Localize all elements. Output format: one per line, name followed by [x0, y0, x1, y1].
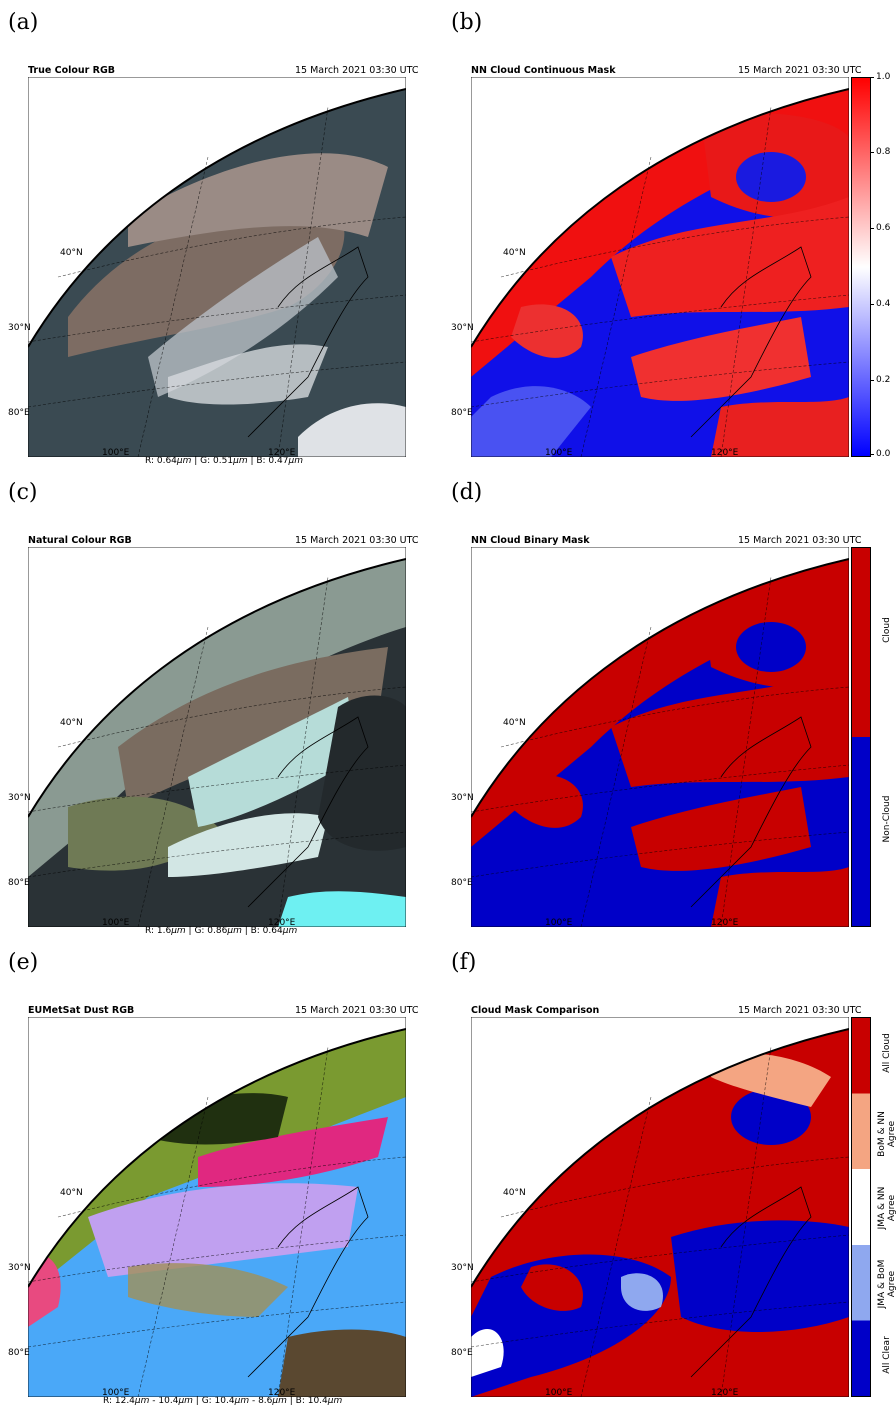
- lat-label-80e: 80°E: [451, 408, 473, 418]
- colorbar-label-bom-nn: BoM & NN Agree: [877, 1104, 896, 1164]
- binary-colorbar: [851, 547, 871, 927]
- lat-label-30n: 30°N: [8, 323, 31, 333]
- panel-title: NN Cloud Continuous Mask: [471, 65, 616, 76]
- panel-title: True Colour RGB: [28, 65, 115, 76]
- lat-label-40n: 40°N: [503, 248, 526, 258]
- lat-label-80e: 80°E: [8, 408, 30, 418]
- panel-letter: (d): [451, 480, 482, 505]
- lon-label-100e: 100°E: [102, 448, 129, 458]
- panel-title: NN Cloud Binary Mask: [471, 535, 590, 546]
- panel-date: 15 March 2021 03:30 UTC: [738, 535, 862, 546]
- panel-title: Cloud Mask Comparison: [471, 1005, 599, 1016]
- lon-label-120e: 120°E: [711, 448, 738, 458]
- panel-title: Natural Colour RGB: [28, 535, 132, 546]
- panel-letter: (e): [8, 950, 38, 975]
- colorbar-label-jma-nn: JMA & NN Agree: [877, 1178, 896, 1238]
- panel-f: (f) Cloud Mask Comparison 15 March 2021 …: [451, 950, 891, 1420]
- panel-letter: (f): [451, 950, 476, 975]
- lon-label-100e: 100°E: [545, 918, 572, 928]
- band-caption: R: 12.4μm - 10.4μm | G: 10.4μm - 8.6μm |…: [103, 1396, 342, 1406]
- lat-label-80e: 80°E: [8, 878, 30, 888]
- lat-label-40n: 40°N: [60, 718, 83, 728]
- colorbar-tick: 0.2: [876, 375, 890, 385]
- panel-date: 15 March 2021 03:30 UTC: [738, 65, 862, 76]
- lon-label-100e: 100°E: [545, 448, 572, 458]
- lon-label-120e: 120°E: [711, 1388, 738, 1398]
- lat-label-30n: 30°N: [8, 1263, 31, 1273]
- panel-letter: (c): [8, 480, 38, 505]
- dust-rgb-map: [28, 1017, 406, 1397]
- colorbar-tick: 0.6: [876, 223, 890, 233]
- continuous-mask-map: [471, 77, 849, 457]
- colorbar-label-all-cloud: All Cloud: [882, 1013, 892, 1093]
- continuous-colorbar: [851, 77, 871, 457]
- true-colour-map: [28, 77, 406, 457]
- lon-label-120e: 120°E: [711, 918, 738, 928]
- panel-a: (a) True Colour RGB 15 March 2021 03:30 …: [8, 10, 448, 480]
- band-caption: R: 1.6μm | G: 0.86μm | B: 0.64μm: [145, 926, 297, 936]
- binary-mask-map: [471, 547, 849, 927]
- colorbar-tick: 0.8: [876, 147, 890, 157]
- lat-label-30n: 30°N: [8, 793, 31, 803]
- lat-label-80e: 80°E: [451, 878, 473, 888]
- panel-b: (b) NN Cloud Continuous Mask 15 March 20…: [451, 10, 891, 480]
- lat-label-40n: 40°N: [60, 1188, 83, 1198]
- natural-colour-map: [28, 547, 406, 927]
- lat-label-80e: 80°E: [451, 1348, 473, 1358]
- lat-label-30n: 30°N: [451, 323, 474, 333]
- panel-letter: (b): [451, 10, 482, 35]
- band-caption: R: 0.64μm | G: 0.51μm | B: 0.47μm: [145, 456, 303, 466]
- colorbar-tick: 0.0: [876, 449, 890, 459]
- lat-label-30n: 30°N: [451, 793, 474, 803]
- lat-label-40n: 40°N: [503, 718, 526, 728]
- lat-label-40n: 40°N: [503, 1188, 526, 1198]
- colorbar-label-all-clear: All Clear: [882, 1315, 892, 1395]
- lat-label-40n: 40°N: [60, 248, 83, 258]
- lat-label-80e: 80°E: [8, 1348, 30, 1358]
- panel-e: (e) EUMetSat Dust RGB 15 March 2021 03:3…: [8, 950, 448, 1420]
- panel-c: (c) Natural Colour RGB 15 March 2021 03:…: [8, 480, 448, 950]
- panel-letter: (a): [8, 10, 38, 35]
- colorbar-tick: 1.0: [876, 72, 890, 82]
- comparison-colorbar: [851, 1017, 871, 1397]
- lat-label-30n: 30°N: [451, 1263, 474, 1273]
- colorbar-tick: 0.4: [876, 299, 890, 309]
- panel-date: 15 March 2021 03:30 UTC: [295, 65, 419, 76]
- panel-d: (d) NN Cloud Binary Mask 15 March 2021 0…: [451, 480, 891, 950]
- panel-date: 15 March 2021 03:30 UTC: [295, 535, 419, 546]
- colorbar-label-non-cloud: Non-Cloud: [882, 779, 892, 859]
- colorbar-label-cloud: Cloud: [882, 590, 892, 670]
- lon-label-100e: 100°E: [545, 1388, 572, 1398]
- colorbar-label-jma-bom: JMA & BoM Agree: [877, 1254, 896, 1314]
- panel-date: 15 March 2021 03:30 UTC: [738, 1005, 862, 1016]
- lon-label-100e: 100°E: [102, 918, 129, 928]
- comparison-map: [471, 1017, 849, 1397]
- panel-title: EUMetSat Dust RGB: [28, 1005, 134, 1016]
- panel-date: 15 March 2021 03:30 UTC: [295, 1005, 419, 1016]
